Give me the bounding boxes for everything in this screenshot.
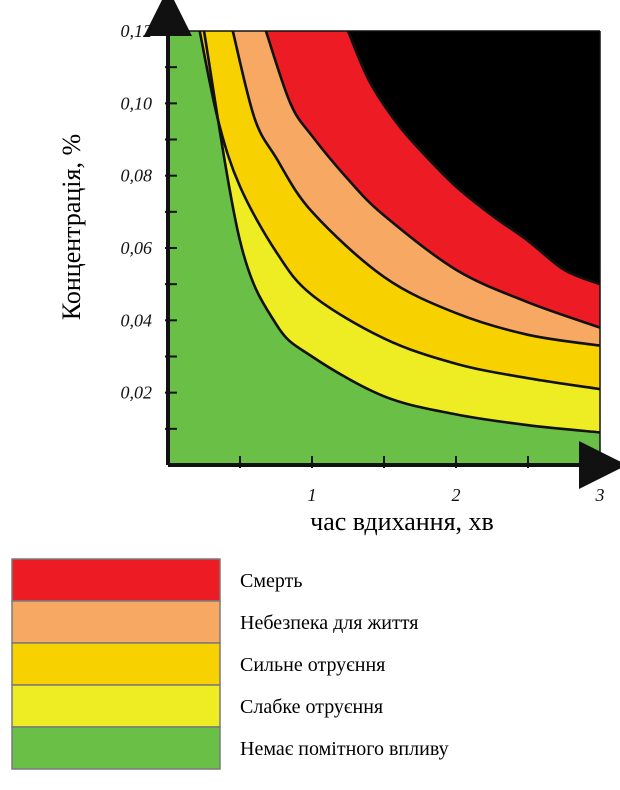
- legend-swatch: [11, 642, 221, 686]
- legend-label: Немає помітного впливу: [240, 738, 449, 760]
- y-tick-label: 0,02: [121, 383, 153, 403]
- x-tick-label: 3: [595, 485, 605, 505]
- x-axis-title: час вдихання, хв: [310, 507, 494, 536]
- legend-swatch: [11, 600, 221, 644]
- legend: Смерть Небезпека для життя Сильне отруєння…: [11, 558, 449, 770]
- legend-label: Небезпека для життя: [240, 612, 418, 634]
- x-tick-label: 1: [308, 485, 317, 505]
- boundary-curve-5: [346, 31, 600, 286]
- legend-swatch: [11, 684, 221, 728]
- legend-label: Сильне отруєння: [240, 654, 385, 676]
- axes: 1 2 3 0,02 0,04 0,06 0,08 0,10 0,12: [121, 0, 620, 505]
- boundary-curve-4: [264, 31, 600, 329]
- y-axis-title: Концентрація, %: [57, 134, 86, 320]
- boundary-curve-2: [198, 31, 600, 391]
- plot-area: [168, 30, 601, 465]
- y-tick-label: 0,04: [121, 310, 153, 330]
- legend-label: Смерть: [240, 570, 302, 592]
- y-tick-label: 0,10: [121, 93, 153, 113]
- legend-label: Слабке отруєння: [240, 696, 383, 718]
- legend-swatch: [11, 558, 221, 602]
- y-tick-label: 0,06: [121, 238, 153, 258]
- boundary-curve-3: [231, 31, 600, 347]
- x-tick-label: 2: [452, 485, 461, 505]
- legend-swatch: [11, 726, 221, 770]
- y-tick-label: 0,12: [121, 21, 153, 41]
- y-tick-label: 0,08: [121, 166, 153, 186]
- undefined: [348, 31, 600, 285]
- boundary-curve-1: [202, 31, 600, 434]
